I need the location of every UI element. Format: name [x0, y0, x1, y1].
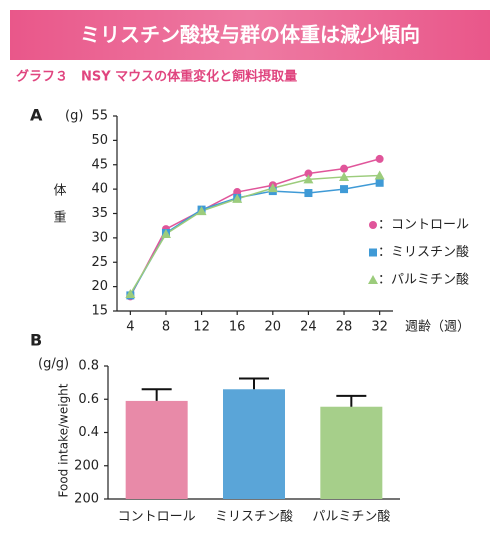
- x-tick-label: 4: [126, 320, 134, 335]
- marker: [375, 178, 384, 187]
- y-tick-label: 0.4: [78, 425, 99, 440]
- bar: [320, 406, 383, 499]
- y-tick-label: 0.6: [78, 392, 99, 407]
- marker: [125, 288, 136, 298]
- y-unit: (g/g): [38, 357, 69, 372]
- y-tick-label: 200: [74, 492, 99, 507]
- title: ミリスチン酸投与群の体重は減少傾向: [80, 23, 420, 47]
- y-tick-label: 35: [91, 206, 108, 221]
- marker: [340, 185, 349, 194]
- legend-label: ：ミリスチン酸: [378, 245, 469, 260]
- y-tick-label: 25: [91, 255, 108, 270]
- panel-label: A: [30, 106, 43, 125]
- x-tick-label: 16: [229, 320, 246, 335]
- error-bar: [141, 388, 172, 401]
- marker: [304, 189, 313, 198]
- series-line: [129, 182, 380, 296]
- error-bar: [239, 377, 269, 390]
- y-tick-label: 20: [91, 279, 108, 294]
- legend-label: ：コントロール: [378, 218, 469, 233]
- marker: [160, 228, 171, 238]
- x-tick-label: 24: [300, 320, 317, 335]
- marker: [375, 154, 384, 163]
- y-axis-label: 体重: [51, 183, 67, 237]
- x-axis-label: 週齢（週）: [405, 320, 470, 335]
- marker: [304, 169, 313, 178]
- marker: [196, 206, 207, 216]
- marker: [267, 183, 278, 193]
- y-tick-label: 0.8: [78, 359, 99, 374]
- marker: [339, 171, 350, 181]
- marker: [340, 164, 349, 173]
- panel-label: B: [30, 331, 42, 350]
- y-tick-label: 50: [91, 133, 108, 148]
- y-axis-label: Food intake/weight: [57, 383, 71, 497]
- series-line: [129, 174, 380, 295]
- x-tick-label: パルミチン酸: [312, 510, 390, 525]
- legend-marker: [369, 248, 377, 257]
- y-tick-label: 30: [91, 230, 108, 245]
- legend-marker: [368, 275, 378, 284]
- x-tick-label: コントロール: [118, 510, 196, 525]
- y-tick-label: 40: [91, 182, 108, 197]
- y-unit: (g): [65, 109, 83, 124]
- y-tick-label: 45: [91, 157, 108, 172]
- legend-label: ：パルミチン酸: [378, 273, 469, 288]
- bar: [125, 400, 188, 499]
- marker: [303, 174, 314, 184]
- y-tick-label: 55: [91, 109, 108, 124]
- header-band: [10, 10, 490, 60]
- x-tick-label: 8: [162, 320, 170, 335]
- x-tick-label: ミリスチン酸: [215, 510, 293, 525]
- marker: [232, 193, 243, 203]
- error-bar: [336, 394, 367, 407]
- x-tick-label: 12: [193, 320, 210, 335]
- y-tick-label: 15: [91, 304, 108, 319]
- marker: [374, 170, 385, 180]
- bar: [223, 389, 285, 499]
- x-tick-label: 28: [336, 320, 353, 335]
- x-tick-label: 20: [265, 320, 282, 335]
- y-tick-label: 200: [74, 458, 99, 473]
- series-line: [129, 158, 380, 297]
- legend-marker: [369, 221, 377, 229]
- x-tick-label: 32: [371, 320, 388, 335]
- subtitle: グラフ３ NSY マウスの体重変化と飼料摂取量: [16, 69, 297, 85]
